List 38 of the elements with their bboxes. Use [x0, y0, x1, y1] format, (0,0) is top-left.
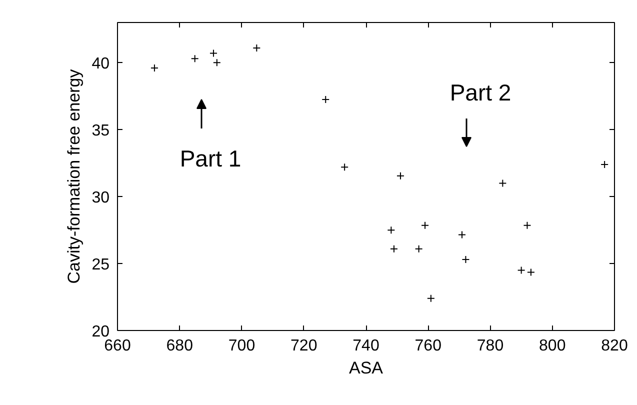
point: [390, 244, 398, 253]
point: [414, 244, 423, 253]
x-tick-label: 700: [228, 338, 256, 354]
point: [498, 179, 507, 188]
y-axis-title: Cavity-formation free energy: [64, 68, 84, 284]
x-tick-label: 660: [104, 338, 131, 354]
point: [517, 266, 526, 274]
point: [458, 230, 466, 239]
point: [600, 160, 609, 168]
point: [150, 64, 158, 72]
x-tick-label: 680: [166, 338, 194, 354]
point: [209, 49, 218, 58]
y-tick-label: 35: [92, 122, 110, 140]
x-tick-label: 720: [290, 338, 318, 354]
point: [426, 294, 435, 302]
x-axis-title: ASA: [348, 358, 384, 378]
x-tick-label: 780: [476, 338, 504, 354]
x-tick-label: 740: [352, 338, 380, 354]
annotation: Part 2: [450, 80, 512, 106]
x-tick-label: 760: [414, 338, 442, 354]
x-tick-label: 800: [539, 338, 566, 354]
y-tick-label: 20: [92, 324, 110, 340]
point: [523, 221, 532, 230]
point: [190, 54, 199, 63]
point: [526, 268, 535, 276]
point: [212, 58, 221, 67]
point: [252, 44, 261, 52]
x-tick-label: 820: [601, 338, 628, 354]
annotation: Part 1: [180, 146, 242, 172]
point: [387, 226, 396, 234]
point: [462, 256, 470, 264]
point: [396, 172, 404, 180]
point: [421, 221, 430, 230]
point: [340, 163, 349, 172]
y-tick-label: 40: [92, 56, 110, 73]
y-tick-label: 30: [92, 190, 110, 207]
y-tick-label: 25: [92, 256, 110, 274]
point: [322, 96, 330, 104]
